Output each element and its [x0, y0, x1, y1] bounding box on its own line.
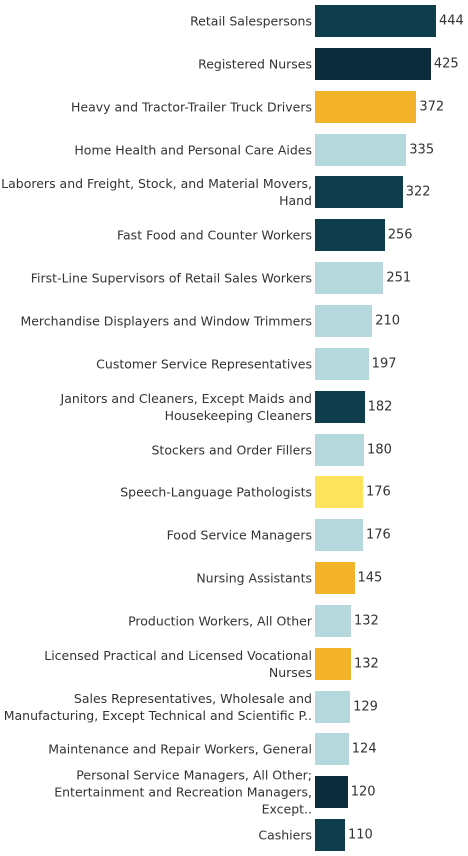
bar	[315, 519, 363, 552]
value-label: 444	[439, 13, 464, 29]
value-label: 322	[405, 184, 431, 200]
category-label: First-Line Supervisors of Retail Sales W…	[30, 270, 312, 286]
category-label: Customer Service Representatives	[96, 356, 312, 372]
category-label: Retail Salespersons	[190, 13, 312, 29]
bar	[315, 476, 363, 509]
category-label: Laborers and Freight, Stock, and Materia…	[1, 176, 312, 209]
value-label: 129	[353, 699, 378, 715]
value-label: 251	[386, 270, 412, 286]
bar	[315, 690, 351, 723]
bar	[315, 647, 351, 680]
bar	[315, 5, 436, 37]
category-label: Home Health and Personal Care Aides	[74, 142, 312, 158]
category-label: Merchandise Displayers and Window Trimme…	[20, 313, 312, 329]
bar	[315, 90, 417, 123]
bar	[315, 776, 348, 809]
bar	[315, 262, 384, 295]
category-label: Registered Nurses	[198, 56, 312, 72]
value-label: 145	[357, 570, 383, 586]
value-label: 120	[350, 784, 376, 800]
value-label: 372	[419, 99, 445, 115]
value-label: 176	[365, 484, 391, 500]
value-label: 132	[353, 613, 379, 629]
bar	[315, 304, 373, 337]
value-label: 256	[387, 227, 413, 243]
category-label: Sales Representatives, Wholesale and Man…	[3, 690, 312, 723]
category-label: Heavy and Tractor-Trailer Truck Drivers	[71, 99, 312, 115]
category-label: Nursing Assistants	[196, 570, 312, 586]
category-label: Fast Food and Counter Workers	[116, 227, 312, 243]
bar	[315, 819, 345, 852]
category-label: Food Service Managers	[166, 527, 312, 543]
bar	[315, 176, 403, 209]
bar	[315, 733, 349, 766]
category-label: Personal Service Managers, All Other; En…	[54, 767, 312, 817]
value-label: 124	[351, 741, 377, 757]
value-label: 110	[347, 827, 373, 843]
value-label: 180	[367, 442, 392, 457]
category-label: Janitors and Cleaners, Except Maids and …	[60, 390, 312, 423]
value-label: 132	[353, 656, 379, 672]
category-label: Stockers and Order Fillers	[151, 442, 313, 457]
bar	[315, 47, 431, 80]
value-label: 176	[365, 527, 391, 543]
value-label: 335	[409, 142, 435, 158]
bar	[315, 347, 369, 380]
bar	[315, 390, 365, 423]
category-label: Speech-Language Pathologists	[120, 484, 312, 500]
category-label: Licensed Practical and Licensed Vocation…	[44, 647, 312, 680]
bar	[315, 562, 355, 595]
value-label: 425	[433, 56, 459, 72]
bar	[315, 219, 385, 252]
value-label: 182	[367, 399, 393, 415]
bar	[315, 133, 407, 166]
category-label: Maintenance and Repair Workers, General	[48, 741, 312, 757]
bar	[315, 604, 351, 637]
category-label: Cashiers	[258, 827, 312, 843]
category-label: Production Workers, All Other	[128, 613, 312, 629]
bar	[315, 433, 365, 466]
value-label: 210	[375, 313, 401, 329]
value-label: 197	[371, 356, 397, 372]
